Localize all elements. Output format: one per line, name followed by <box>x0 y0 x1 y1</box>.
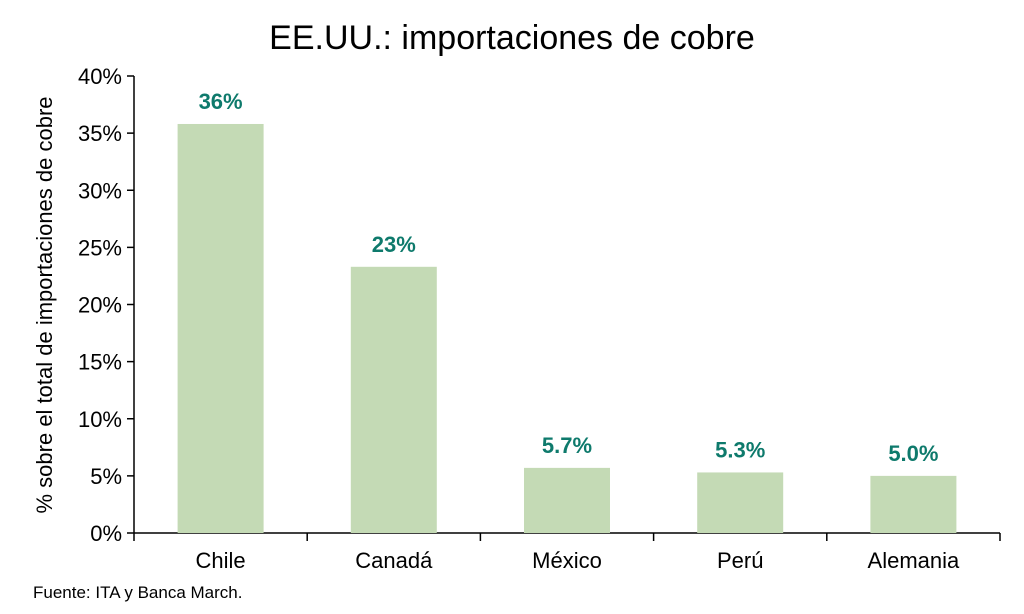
y-tick-label: 10% <box>78 407 122 432</box>
bar-value-label: 36% <box>199 89 243 114</box>
bar <box>524 467 610 533</box>
bar <box>350 266 437 533</box>
x-category-label: Perú <box>717 548 763 573</box>
data-labels: Chile 36% Canadá 23% México 5.7% Perú 5.3% Alema… <box>196 89 960 573</box>
x-category-label: México <box>532 548 602 573</box>
y-tick-label: 20% <box>78 293 122 318</box>
bar <box>870 475 957 533</box>
y-tick-label: 30% <box>78 178 122 203</box>
bars <box>177 123 957 534</box>
y-tick-label: 0% <box>90 521 122 546</box>
y-tick-label: 25% <box>78 235 122 260</box>
x-category-label: Alemania <box>868 548 960 573</box>
bar <box>177 123 264 534</box>
source-note: Fuente: ITA y Banca March. <box>33 583 243 602</box>
y-tick-label: 15% <box>78 350 122 375</box>
bar <box>697 472 784 533</box>
y-tick-label: 5% <box>90 464 122 489</box>
y-tick-label: 40% <box>78 64 122 89</box>
chart-title: EE.UU.: importaciones de cobre <box>269 19 755 57</box>
x-category-label: Canadá <box>355 548 433 573</box>
bar-value-label: 23% <box>372 232 416 257</box>
bar-value-label: 5.0% <box>888 441 938 466</box>
bar-value-label: 5.3% <box>715 437 765 462</box>
bar-value-label: 5.7% <box>542 433 592 458</box>
x-category-label: Chile <box>196 548 246 573</box>
y-tick-label: 35% <box>78 121 122 146</box>
y-axis-title: % sobre el total de importaciones de cob… <box>32 96 57 513</box>
